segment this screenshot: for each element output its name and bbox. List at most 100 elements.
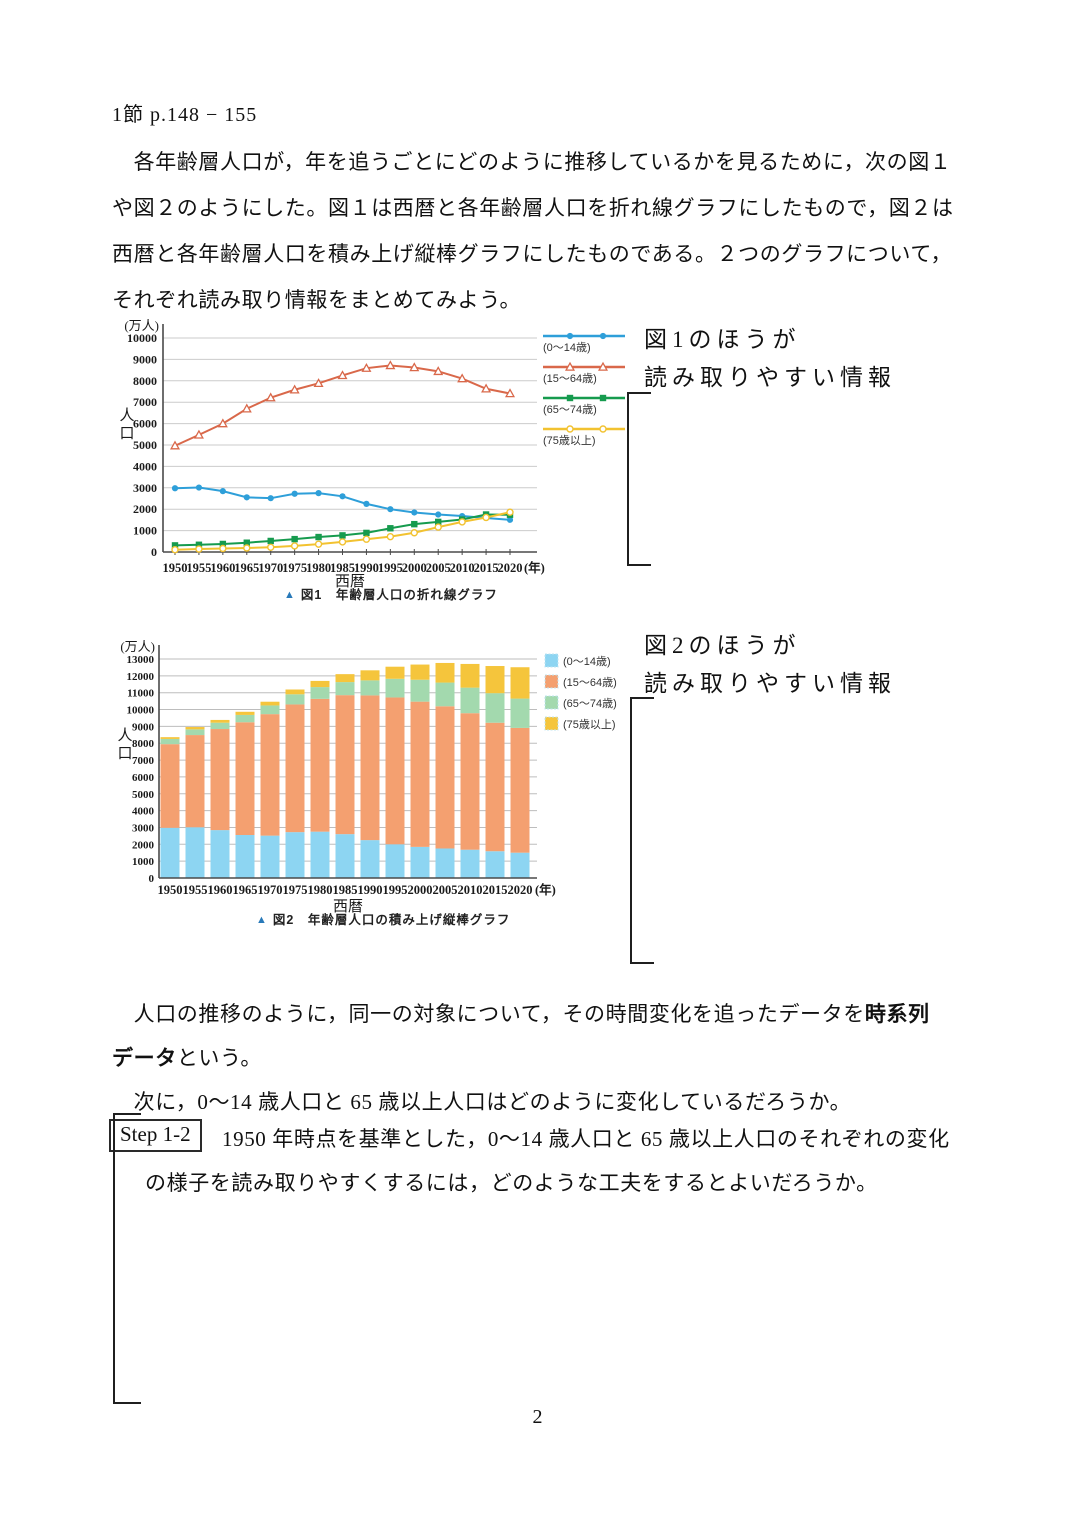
figure1-answer-bracket bbox=[627, 392, 651, 566]
svg-text:10000: 10000 bbox=[127, 331, 157, 345]
body-line-2: データという。 bbox=[112, 1043, 262, 1074]
svg-text:(0〜14歳): (0〜14歳) bbox=[543, 341, 591, 354]
svg-text:2005: 2005 bbox=[426, 561, 451, 575]
svg-text:(万人): (万人) bbox=[124, 318, 159, 333]
svg-text:1970: 1970 bbox=[258, 883, 283, 897]
svg-text:1960: 1960 bbox=[208, 883, 233, 897]
svg-text:1955: 1955 bbox=[186, 561, 211, 575]
step-answer-bracket bbox=[113, 1113, 141, 1404]
svg-text:2010: 2010 bbox=[458, 883, 483, 897]
svg-text:8000: 8000 bbox=[132, 738, 155, 750]
svg-text:(75歳以上): (75歳以上) bbox=[543, 434, 596, 447]
svg-text:口: 口 bbox=[117, 746, 132, 762]
figure1-line-chart: 0 1000 2000 3000 4000 5000 6000 7000 8000 9000 100… bbox=[113, 318, 629, 615]
svg-text:(65〜74歳): (65〜74歳) bbox=[543, 403, 597, 416]
svg-text:12000: 12000 bbox=[127, 671, 155, 683]
svg-text:3000: 3000 bbox=[133, 481, 157, 495]
svg-text:1995: 1995 bbox=[378, 561, 403, 575]
svg-text:1995: 1995 bbox=[383, 883, 408, 897]
figure2-caption-text: 図2 年齢層人口の積み上げ縦棒グラフ bbox=[272, 913, 511, 927]
figure2-answer-bracket bbox=[630, 697, 654, 964]
intro-line-3: 西暦と各年齢層人口を積み上げ縦棒グラフにしたものである。２つのグラフについて， bbox=[112, 242, 953, 266]
svg-text:2010: 2010 bbox=[450, 561, 475, 575]
svg-text:1990: 1990 bbox=[358, 883, 383, 897]
svg-text:1990: 1990 bbox=[354, 561, 379, 575]
svg-text:4000: 4000 bbox=[132, 806, 155, 818]
figure1-note-line1: 図1のほうが bbox=[644, 327, 801, 352]
svg-text:(75歳以上): (75歳以上) bbox=[563, 718, 616, 731]
svg-text:1965: 1965 bbox=[234, 561, 259, 575]
svg-text:7000: 7000 bbox=[133, 395, 157, 409]
svg-text:1975: 1975 bbox=[282, 561, 307, 575]
svg-text:9000: 9000 bbox=[132, 721, 155, 733]
svg-text:(年): (年) bbox=[535, 882, 556, 897]
svg-text:9000: 9000 bbox=[133, 352, 157, 366]
svg-text:6000: 6000 bbox=[133, 417, 157, 431]
term-data: データ bbox=[112, 1047, 177, 1070]
svg-text:0: 0 bbox=[149, 873, 155, 885]
figure1-note-line2: 読み取りやすい情報 bbox=[644, 365, 896, 390]
svg-text:4000: 4000 bbox=[133, 459, 157, 473]
svg-text:人: 人 bbox=[119, 407, 134, 424]
body-line-1-text: 人口の推移のように，同一の対象について，その時間変化を追ったデータを bbox=[112, 1002, 865, 1026]
svg-text:人: 人 bbox=[117, 727, 132, 744]
svg-text:2020: 2020 bbox=[498, 561, 523, 575]
svg-text:2000: 2000 bbox=[132, 839, 155, 851]
section-header: 1節 p.148 − 155 bbox=[112, 104, 258, 126]
svg-text:2015: 2015 bbox=[474, 561, 499, 575]
intro-line-1: 各年齢層人口が，年を追うごとにどのように推移しているかを見るために，次の図１ bbox=[112, 150, 952, 174]
svg-text:5000: 5000 bbox=[132, 789, 155, 801]
svg-text:2000: 2000 bbox=[402, 561, 427, 575]
svg-text:1960: 1960 bbox=[210, 561, 235, 575]
svg-text:1000: 1000 bbox=[132, 856, 155, 868]
svg-text:口: 口 bbox=[119, 426, 134, 442]
svg-text:1980: 1980 bbox=[306, 561, 331, 575]
svg-text:(15〜64歳): (15〜64歳) bbox=[543, 372, 597, 385]
svg-text:13000: 13000 bbox=[127, 654, 155, 666]
svg-text:5000: 5000 bbox=[133, 438, 157, 452]
svg-text:1965: 1965 bbox=[233, 883, 258, 897]
step-line-2: の様子を読み取りやすくするには，どのような工夫をするとよいだろうか。 bbox=[145, 1171, 878, 1195]
svg-text:(万人): (万人) bbox=[120, 639, 155, 654]
figure2-note-line1: 図2のほうが bbox=[644, 633, 801, 658]
svg-text:7000: 7000 bbox=[132, 755, 155, 767]
svg-text:西暦: 西暦 bbox=[335, 573, 365, 590]
svg-text:1985: 1985 bbox=[333, 883, 358, 897]
body-line-3: 次に，0〜14 歳人口と 65 歳以上人口はどのように変化しているだろうか。 bbox=[112, 1090, 852, 1114]
svg-text:(15〜64歳): (15〜64歳) bbox=[563, 676, 617, 689]
figure2-bar-chart: 1950 1955 1960 1965 1970 1975 1980 1985 1990 1995… bbox=[113, 635, 629, 932]
svg-text:1970: 1970 bbox=[258, 561, 283, 575]
intro-line-2: や図２のようにした。図１は西暦と各年齢層人口を折れ線グラフにしたもので，図２は bbox=[112, 196, 954, 220]
step-line-1: 1950 年時点を基準とした，0〜14 歳人口と 65 歳以上人口のそれぞれの変… bbox=[222, 1127, 950, 1151]
svg-text:(65〜74歳): (65〜74歳) bbox=[563, 697, 617, 710]
step-badge: Step 1-2 bbox=[109, 1119, 202, 1152]
svg-text:西暦: 西暦 bbox=[333, 898, 363, 915]
svg-text:2020: 2020 bbox=[508, 883, 533, 897]
body-line-1: 人口の推移のように，同一の対象について，その時間変化を追ったデータを時系列 bbox=[112, 999, 930, 1030]
svg-text:2000: 2000 bbox=[408, 883, 433, 897]
svg-text:1000: 1000 bbox=[133, 524, 157, 538]
svg-text:10000: 10000 bbox=[127, 705, 155, 717]
caption-triangle-icon: ▲ bbox=[256, 914, 268, 926]
svg-text:8000: 8000 bbox=[133, 374, 157, 388]
term-jikeiretsu: 時系列 bbox=[864, 1003, 930, 1026]
svg-text:2005: 2005 bbox=[433, 883, 458, 897]
svg-text:6000: 6000 bbox=[132, 772, 155, 784]
caption-triangle-icon: ▲ bbox=[284, 589, 296, 601]
svg-text:1955: 1955 bbox=[183, 883, 208, 897]
svg-text:1950: 1950 bbox=[163, 561, 188, 575]
figure1-caption-text: 図1 年齢層人口の折れ線グラフ bbox=[300, 588, 498, 602]
svg-text:11000: 11000 bbox=[127, 688, 154, 700]
svg-text:2015: 2015 bbox=[483, 883, 508, 897]
svg-text:(0〜14歳): (0〜14歳) bbox=[563, 655, 611, 668]
figure2-svg: 1950 1955 1960 1965 1970 1975 1980 1985 1990 1995… bbox=[117, 639, 617, 915]
svg-text:0: 0 bbox=[151, 545, 157, 559]
svg-text:(年): (年) bbox=[524, 560, 545, 575]
intro-line-4: それぞれ読み取り情報をまとめてみよう。 bbox=[112, 288, 522, 312]
body-line-2-text: という。 bbox=[176, 1046, 262, 1070]
figure2-note-line2: 読み取りやすい情報 bbox=[644, 671, 896, 696]
figure2-caption: ▲ 図2 年齢層人口の積み上げ縦棒グラフ bbox=[256, 909, 510, 928]
svg-text:3000: 3000 bbox=[132, 822, 155, 834]
svg-text:2000: 2000 bbox=[133, 502, 157, 516]
